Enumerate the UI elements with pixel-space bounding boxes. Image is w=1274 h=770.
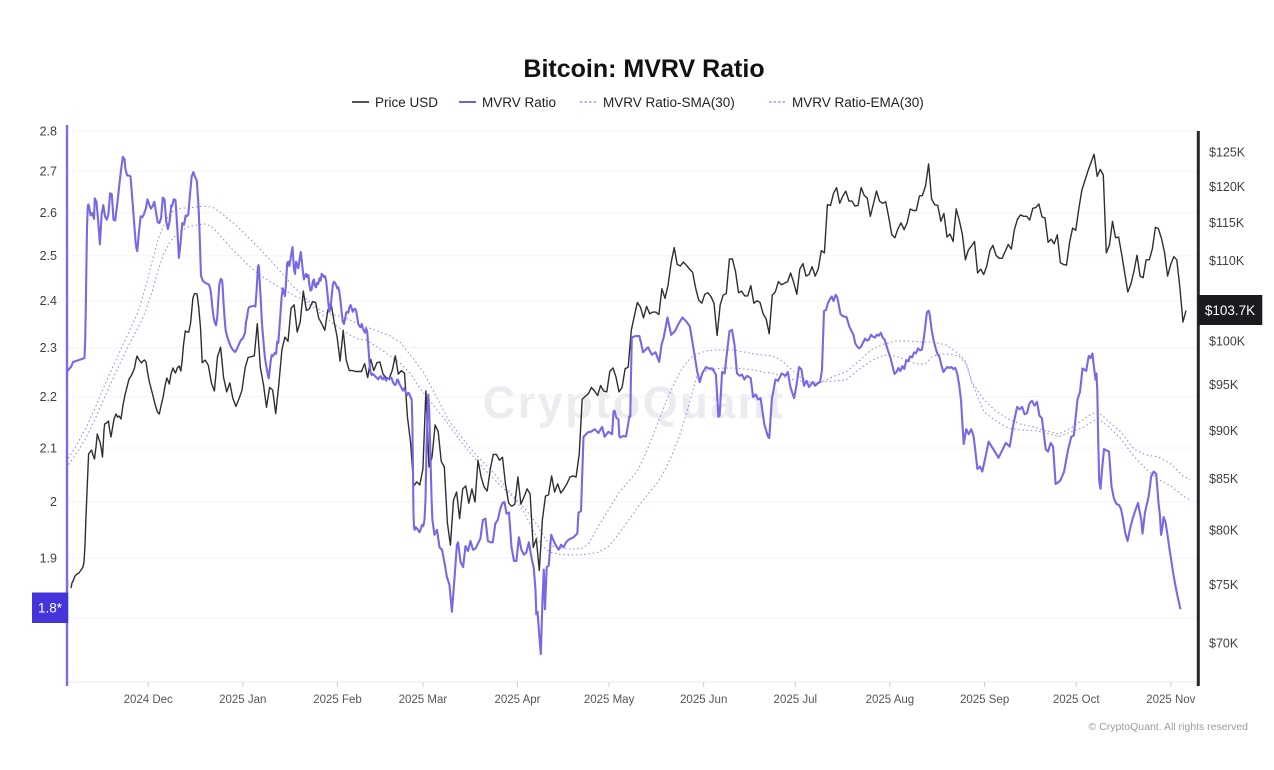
svg-text:$80K: $80K	[1209, 524, 1239, 538]
svg-text:2025 Jan: 2025 Jan	[219, 694, 266, 706]
svg-text:Price USD: Price USD	[375, 95, 438, 110]
svg-text:$75K: $75K	[1209, 578, 1239, 592]
svg-text:$70K: $70K	[1209, 637, 1239, 651]
svg-text:© CryptoQuant. All rights rese: © CryptoQuant. All rights reserved	[1089, 721, 1249, 733]
svg-text:2025 Nov: 2025 Nov	[1146, 694, 1195, 706]
svg-text:$110K: $110K	[1209, 254, 1245, 268]
svg-text:2: 2	[50, 495, 57, 509]
svg-text:2025 Mar: 2025 Mar	[399, 694, 448, 706]
svg-text:$120K: $120K	[1209, 180, 1246, 194]
svg-text:$95K: $95K	[1209, 378, 1239, 392]
svg-text:MVRV Ratio-EMA(30): MVRV Ratio-EMA(30)	[792, 95, 924, 110]
svg-text:$125K: $125K	[1209, 146, 1246, 160]
svg-text:2025 Sep: 2025 Sep	[960, 694, 1009, 706]
svg-text:$115K: $115K	[1209, 216, 1245, 230]
svg-text:2025 Apr: 2025 Apr	[494, 694, 540, 706]
svg-text:2025 Aug: 2025 Aug	[866, 694, 915, 706]
svg-text:MVRV Ratio-SMA(30): MVRV Ratio-SMA(30)	[603, 95, 735, 110]
svg-text:2024 Dec: 2024 Dec	[124, 694, 173, 706]
svg-text:$103.7K: $103.7K	[1205, 303, 1255, 318]
svg-text:2.5: 2.5	[40, 249, 57, 263]
svg-text:CryptoQuant: CryptoQuant	[483, 377, 786, 428]
svg-text:2.6: 2.6	[40, 206, 57, 220]
svg-text:2.4: 2.4	[40, 294, 57, 308]
svg-text:2.7: 2.7	[40, 164, 57, 178]
svg-text:Bitcoin: MVRV Ratio: Bitcoin: MVRV Ratio	[523, 55, 764, 83]
svg-text:2.2: 2.2	[40, 390, 57, 404]
svg-text:1.9: 1.9	[40, 552, 57, 566]
svg-text:2025 May: 2025 May	[584, 694, 635, 706]
svg-text:2025 Oct: 2025 Oct	[1053, 694, 1100, 706]
svg-text:2025 Jun: 2025 Jun	[680, 694, 727, 706]
svg-text:$85K: $85K	[1209, 472, 1239, 486]
svg-text:2.3: 2.3	[40, 341, 57, 355]
svg-text:1.8*: 1.8*	[38, 601, 63, 616]
svg-text:2025 Feb: 2025 Feb	[313, 694, 362, 706]
svg-text:$100K: $100K	[1209, 335, 1246, 349]
svg-text:$90K: $90K	[1209, 424, 1239, 438]
svg-text:2.8: 2.8	[40, 124, 57, 138]
svg-text:2025 Jul: 2025 Jul	[774, 694, 817, 706]
svg-text:2.1: 2.1	[40, 441, 57, 455]
svg-text:MVRV Ratio: MVRV Ratio	[482, 95, 556, 110]
